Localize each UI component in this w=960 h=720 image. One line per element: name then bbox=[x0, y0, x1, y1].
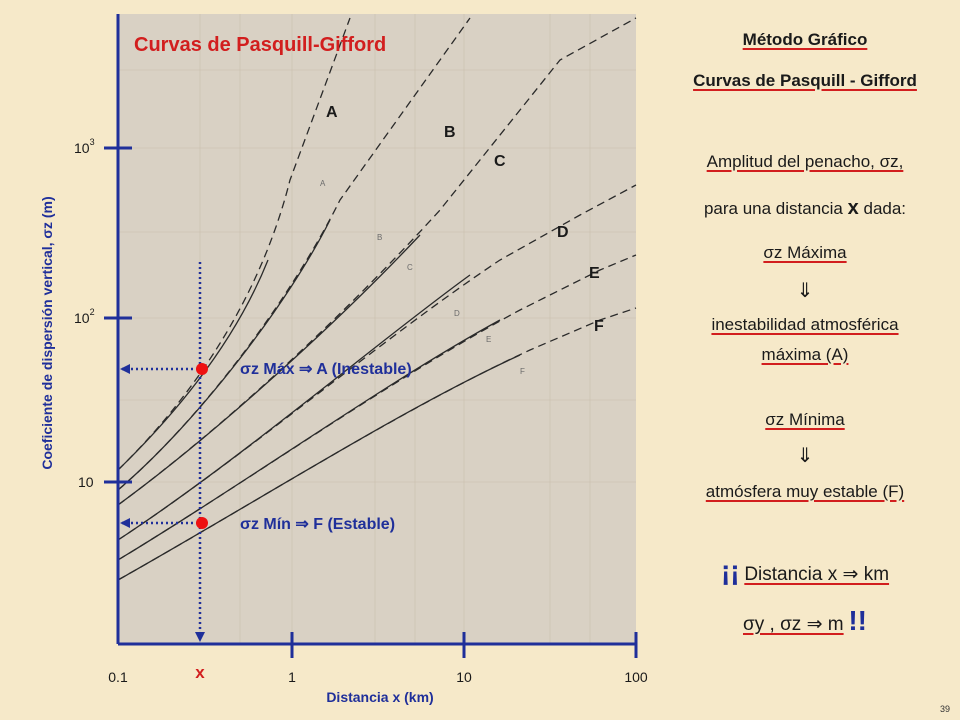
curve-e-solid bbox=[117, 319, 501, 561]
panel-plume-width: Amplitud del penacho, σz, bbox=[706, 152, 904, 171]
panel-given-distance: para una distancia x dada: bbox=[650, 197, 960, 220]
curve-c-solid bbox=[117, 234, 421, 506]
distance-unit-text: Distancia x ⇒ km bbox=[744, 564, 890, 585]
x-tick-label-100: 100 bbox=[624, 669, 648, 685]
instability-max-text: máxima (A) bbox=[761, 345, 849, 364]
panel-heading-method: Método Gráfico bbox=[742, 30, 868, 49]
curve-a-solid bbox=[117, 259, 269, 471]
panel-stable-atmosphere: atmósfera muy estable (F) bbox=[650, 482, 960, 502]
explanation-panel: Método Gráfico Curvas de Pasquill - Giff… bbox=[650, 0, 960, 720]
exclaim-open: ¡¡ bbox=[720, 555, 740, 586]
x-tick-label-1: 1 bbox=[288, 669, 296, 685]
x-tick-label-10: 10 bbox=[456, 669, 472, 685]
class-labels: A B C D E F bbox=[326, 104, 604, 335]
instability-text: inestabilidad atmosférica bbox=[711, 315, 899, 334]
y-tick-labels: 103 102 10 bbox=[74, 137, 95, 490]
panel-instability-max: máxima (A) bbox=[650, 345, 960, 365]
faint-label-e: E bbox=[486, 335, 491, 344]
panel-instability: inestabilidad atmosférica bbox=[650, 315, 960, 335]
class-label-a: A bbox=[326, 104, 338, 121]
panel-sigma-max: σz Máxima bbox=[763, 243, 847, 262]
faint-label-d: D bbox=[454, 309, 460, 318]
faint-label-c: C bbox=[407, 263, 413, 272]
faint-label-b: B bbox=[377, 233, 382, 242]
faint-label-f: F bbox=[520, 367, 525, 376]
faint-curve-labels: A B C D E F bbox=[320, 179, 525, 376]
panel-sigma-min: σz Mínima bbox=[765, 410, 845, 429]
pg-curves bbox=[117, 17, 637, 581]
given-distance-text-b: dada: bbox=[863, 199, 907, 218]
y-tick-label-100: 102 bbox=[74, 307, 95, 326]
given-distance-x: x bbox=[847, 197, 859, 219]
panel-heading-curves: Curvas de Pasquill - Gifford bbox=[693, 71, 917, 90]
down-arrow-icon-2: ⇓ bbox=[796, 445, 814, 467]
x-axis-title: Distancia x (km) bbox=[326, 689, 433, 705]
annotation-min: σz Mín ⇒ F (Estable) bbox=[240, 516, 395, 533]
annotation-max: σz Máx ⇒ A (Inestable) bbox=[240, 361, 412, 378]
y-axis-title: Coeficiente de dispersión vertical, σz (… bbox=[39, 196, 55, 469]
curve-f-solid bbox=[117, 354, 521, 581]
class-label-f: F bbox=[594, 318, 604, 335]
class-label-c: C bbox=[494, 153, 506, 170]
given-distance-text-a: para una distancia bbox=[703, 199, 843, 218]
axes bbox=[104, 14, 638, 658]
class-label-e: E bbox=[589, 265, 600, 282]
min-point bbox=[196, 517, 208, 529]
page-number: 39 bbox=[939, 704, 950, 714]
stable-atmosphere-text: atmósfera muy estable (F) bbox=[705, 482, 905, 501]
plot-grid bbox=[118, 14, 636, 644]
curve-b-solid bbox=[117, 219, 331, 491]
max-point bbox=[196, 363, 208, 375]
down-arrow-icon: ⇓ bbox=[796, 280, 814, 302]
faint-label-a: A bbox=[320, 179, 326, 188]
class-label-d: D bbox=[557, 224, 569, 241]
class-label-b: B bbox=[444, 124, 456, 141]
chart-title: Curvas de Pasquill-Gifford bbox=[134, 34, 386, 56]
exclaim-close: !! bbox=[848, 605, 867, 636]
plot-area bbox=[118, 14, 636, 644]
panel-distance-unit: ¡¡ Distancia x ⇒ km bbox=[650, 555, 960, 587]
x-tick-label-0-1: 0.1 bbox=[108, 669, 128, 685]
y-tick-label-1000: 103 bbox=[74, 137, 95, 156]
x-marker-label: x bbox=[195, 663, 205, 682]
y-tick-label-10: 10 bbox=[78, 474, 94, 490]
sigma-unit-text: σy , σz ⇒ m bbox=[743, 614, 844, 635]
curve-d-solid bbox=[117, 274, 471, 541]
panel-sigma-unit: σy , σz ⇒ m !! bbox=[650, 605, 960, 637]
x-tick-labels: 0.1 1 10 100 bbox=[108, 669, 648, 685]
